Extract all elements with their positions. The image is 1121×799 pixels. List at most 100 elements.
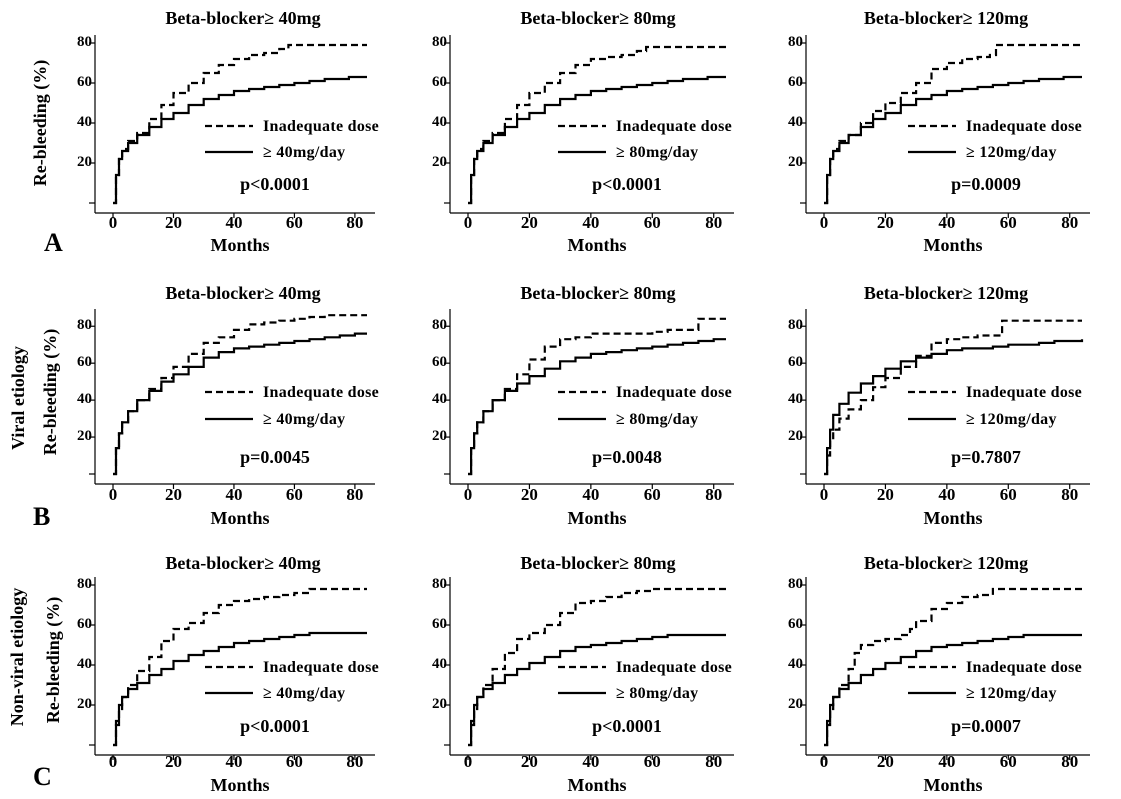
curve-adequate-dose: [468, 338, 726, 476]
y-axis-label: Re-bleeding (%): [30, 60, 51, 186]
legend-label-solid: ≥ 120mg/day: [966, 144, 1057, 161]
x-tick-label: 20: [521, 485, 538, 504]
curve-inadequate-dose: [824, 43, 1082, 205]
x-tick-label: 60: [644, 213, 661, 232]
x-tick-label: 0: [820, 213, 829, 232]
x-axis-label: Months: [210, 508, 269, 528]
x-tick-label: 20: [165, 485, 182, 504]
km-panel-3-1: Beta-blocker≥ 40mg 20 40 60 80 0 20 40 60 80 Month…: [77, 553, 379, 795]
y-tick-label: 60: [432, 74, 447, 90]
km-panel-1-3: Beta-blocker≥ 120mg 20 40 60 80 0 20 40 60 80 Mont…: [788, 8, 1090, 255]
x-axis-label: Months: [567, 235, 626, 255]
y-tick-label: 20: [788, 696, 803, 712]
curve-adequate-dose: [468, 633, 726, 747]
curve-inadequate-dose: [113, 314, 367, 476]
x-tick-label: 80: [346, 752, 363, 771]
x-tick-label: 40: [225, 213, 242, 232]
x-tick-label: 20: [877, 485, 894, 504]
panel-title: Beta-blocker≥ 40mg: [165, 8, 320, 28]
x-tick-label: 40: [582, 485, 599, 504]
x-tick-label: 20: [165, 213, 182, 232]
x-tick-label: 20: [165, 752, 182, 771]
y-tick-label: 60: [77, 74, 92, 90]
x-tick-label: 40: [938, 485, 955, 504]
x-axis-label: Months: [923, 775, 982, 795]
y-tick-label: 20: [432, 428, 447, 444]
y-tick-label: 40: [77, 391, 92, 407]
x-tick-label: 20: [521, 752, 538, 771]
curve-inadequate-dose: [468, 45, 726, 205]
p-value: p<0.0001: [240, 174, 310, 194]
panel-title: Beta-blocker≥ 120mg: [864, 283, 1028, 303]
p-value: p<0.0001: [592, 174, 662, 194]
y-tick-label: 80: [432, 34, 447, 50]
y-tick-label: 20: [788, 428, 803, 444]
x-tick-label: 80: [1061, 213, 1078, 232]
x-tick-label: 80: [1061, 752, 1078, 771]
y-tick-label: 60: [788, 74, 803, 90]
y-tick-label: 80: [432, 576, 447, 592]
y-tick-label: 40: [432, 656, 447, 672]
x-tick-label: 80: [1061, 485, 1078, 504]
y-tick-label: 60: [432, 354, 447, 370]
y-tick-label: 40: [77, 114, 92, 130]
row-group-label: Viral etiology: [8, 346, 28, 450]
curve-adequate-dose: [824, 75, 1082, 205]
x-tick-label: 40: [225, 752, 242, 771]
p-value: p=0.0009: [951, 174, 1021, 194]
x-tick-label: 60: [1000, 752, 1017, 771]
x-axis-label: Months: [567, 775, 626, 795]
y-tick-label: 20: [788, 154, 803, 170]
km-panel-3-2: Beta-blocker≥ 80mg 20 40 60 80 0 20 40 60 80 Month…: [432, 553, 734, 795]
x-tick-label: 60: [286, 213, 303, 232]
y-tick-label: 80: [788, 317, 803, 333]
x-tick-label: 40: [225, 485, 242, 504]
row-letter-b: B: [33, 502, 50, 531]
row-letter-a: A: [44, 228, 63, 257]
y-axis-label: Re-bleeding (%): [43, 597, 64, 723]
panel-title: Beta-blocker≥ 80mg: [520, 553, 675, 573]
x-tick-label: 20: [877, 752, 894, 771]
x-tick-label: 0: [820, 752, 829, 771]
x-tick-label: 60: [644, 485, 661, 504]
panel-title: Beta-blocker≥ 80mg: [520, 283, 675, 303]
legend-label-dashed: Inadequate dose: [616, 659, 732, 676]
km-panel-2-1: Beta-blocker≥ 40mg 20 40 60 80 0 20 40 60 80 Month…: [77, 283, 379, 528]
km-panel-3-3: Beta-blocker≥ 120mg 20 40 60 80 0 20 40 60 80 Mont…: [788, 553, 1090, 795]
y-tick-label: 80: [77, 576, 92, 592]
x-tick-label: 0: [820, 485, 829, 504]
legend-label-solid: ≥ 120mg/day: [966, 411, 1057, 428]
legend-label-dashed: Inadequate dose: [966, 118, 1082, 135]
x-tick-label: 80: [346, 213, 363, 232]
curve-inadequate-dose: [824, 319, 1082, 476]
x-tick-label: 80: [346, 485, 363, 504]
x-axis-label: Months: [923, 235, 982, 255]
y-tick-label: 80: [432, 317, 447, 333]
km-panel-2-3: Beta-blocker≥ 120mg 20 40 60 80 0 20 40 60 80 Mont…: [788, 283, 1090, 528]
x-tick-label: 80: [705, 752, 722, 771]
km-panel-2-2: Beta-blocker≥ 80mg 20 40 60 80 0 20 40 60 80 Month…: [432, 283, 734, 528]
curve-adequate-dose: [468, 75, 726, 205]
legend-label-dashed: Inadequate dose: [966, 659, 1082, 676]
x-tick-label: 0: [109, 752, 118, 771]
x-tick-label: 0: [109, 485, 118, 504]
x-tick-label: 80: [705, 213, 722, 232]
curve-adequate-dose: [824, 633, 1082, 747]
x-tick-label: 0: [464, 485, 473, 504]
curve-adequate-dose: [113, 631, 367, 747]
curve-adequate-dose: [824, 339, 1084, 476]
panel-title: Beta-blocker≥ 80mg: [520, 8, 675, 28]
y-tick-label: 20: [77, 428, 92, 444]
y-tick-label: 20: [77, 696, 92, 712]
y-tick-label: 40: [788, 656, 803, 672]
x-tick-label: 60: [1000, 213, 1017, 232]
legend-label-dashed: Inadequate dose: [616, 118, 732, 135]
row-group-label: Non-viral etiology: [7, 588, 27, 726]
legend-label-solid: ≥ 80mg/day: [616, 685, 698, 702]
legend-label-dashed: Inadequate dose: [263, 118, 379, 135]
x-axis-label: Months: [923, 508, 982, 528]
y-tick-label: 20: [432, 696, 447, 712]
y-tick-label: 60: [432, 616, 447, 632]
km-panel-1-2: Beta-blocker≥ 80mg 20 40 60 80 0 20 40 60 80 Month…: [432, 8, 734, 255]
